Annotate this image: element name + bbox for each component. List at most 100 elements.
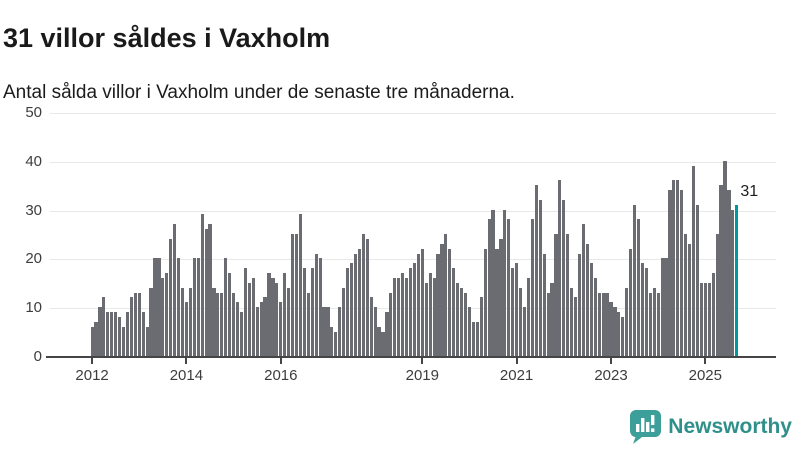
bar (530, 219, 534, 356)
bar (98, 307, 102, 356)
bar (420, 249, 424, 356)
bar (357, 249, 361, 356)
bar (173, 224, 177, 356)
bar (511, 268, 515, 356)
bar (538, 200, 542, 356)
bar (554, 234, 558, 356)
bar (102, 297, 106, 356)
bar (542, 254, 546, 356)
bar (522, 307, 527, 356)
bar (94, 322, 98, 356)
bar (691, 166, 696, 356)
bar (605, 293, 609, 356)
gridline (50, 259, 776, 260)
bar (676, 180, 680, 356)
bar (243, 268, 247, 356)
bar (546, 293, 550, 356)
bar (475, 322, 479, 356)
bar (577, 254, 582, 356)
bar (247, 283, 251, 356)
y-tick-label: 40 (25, 153, 42, 170)
x-axis-line (46, 356, 776, 358)
bar (330, 327, 334, 356)
bar (668, 190, 672, 356)
bar (106, 312, 110, 356)
bar (200, 214, 204, 356)
bar (184, 302, 189, 356)
bar (287, 288, 291, 356)
bar (680, 190, 684, 356)
bar (609, 302, 613, 356)
bar (141, 312, 145, 356)
x-tick-label: 2016 (264, 367, 298, 384)
x-tick-label: 2023 (594, 367, 628, 384)
bar (385, 312, 389, 356)
bar (467, 307, 472, 356)
bar (121, 327, 126, 356)
bar (597, 293, 601, 356)
bar (338, 307, 342, 356)
bar (534, 185, 538, 356)
bar (165, 273, 169, 356)
bar (727, 190, 731, 356)
x-tick-label: 2014 (169, 367, 204, 384)
bar (613, 307, 617, 356)
bar (161, 278, 165, 356)
bar (216, 293, 220, 356)
x-tick-label: 2025 (688, 367, 722, 384)
bar (401, 273, 405, 356)
bar (326, 307, 330, 356)
y-tick-label: 20 (25, 250, 42, 267)
bar (640, 263, 645, 356)
bar (440, 244, 444, 356)
bar (263, 297, 267, 356)
bar (251, 278, 255, 356)
bar (290, 234, 295, 356)
bar (707, 283, 711, 356)
bar (404, 278, 409, 356)
bar (133, 293, 137, 356)
bar (562, 200, 566, 356)
brand-name: Newsworthy (668, 415, 792, 438)
bar (463, 293, 468, 356)
bar (424, 283, 428, 356)
bar (601, 293, 605, 356)
bar (574, 297, 578, 356)
bar (625, 288, 629, 356)
bar (275, 283, 279, 356)
bar (118, 317, 122, 356)
bar (408, 268, 413, 356)
bar (267, 273, 271, 356)
bar (373, 307, 377, 356)
bar (503, 210, 507, 356)
bar (314, 254, 318, 356)
bar (550, 283, 554, 356)
bar (507, 219, 511, 356)
newsworthy-logo: Newsworthy (630, 410, 792, 444)
bar (487, 219, 491, 356)
x-tick (704, 358, 707, 364)
bar (632, 205, 637, 356)
bar (566, 234, 570, 356)
newsworthy-chart-bubble-icon (630, 410, 662, 444)
bar (153, 258, 157, 356)
x-tick (515, 358, 518, 364)
bar (349, 263, 354, 356)
bar (412, 263, 417, 356)
gridline (50, 113, 776, 114)
bar (585, 244, 589, 356)
bar (593, 278, 597, 356)
bar (456, 283, 460, 356)
bar (719, 185, 723, 356)
x-tick-label: 2019 (405, 367, 439, 384)
bar (239, 312, 244, 356)
bar (515, 263, 519, 356)
bar (617, 312, 621, 356)
bar (652, 288, 656, 356)
bar (723, 161, 727, 356)
bar (660, 258, 664, 356)
bar (259, 302, 263, 356)
bar (279, 302, 283, 356)
bar (731, 210, 735, 356)
